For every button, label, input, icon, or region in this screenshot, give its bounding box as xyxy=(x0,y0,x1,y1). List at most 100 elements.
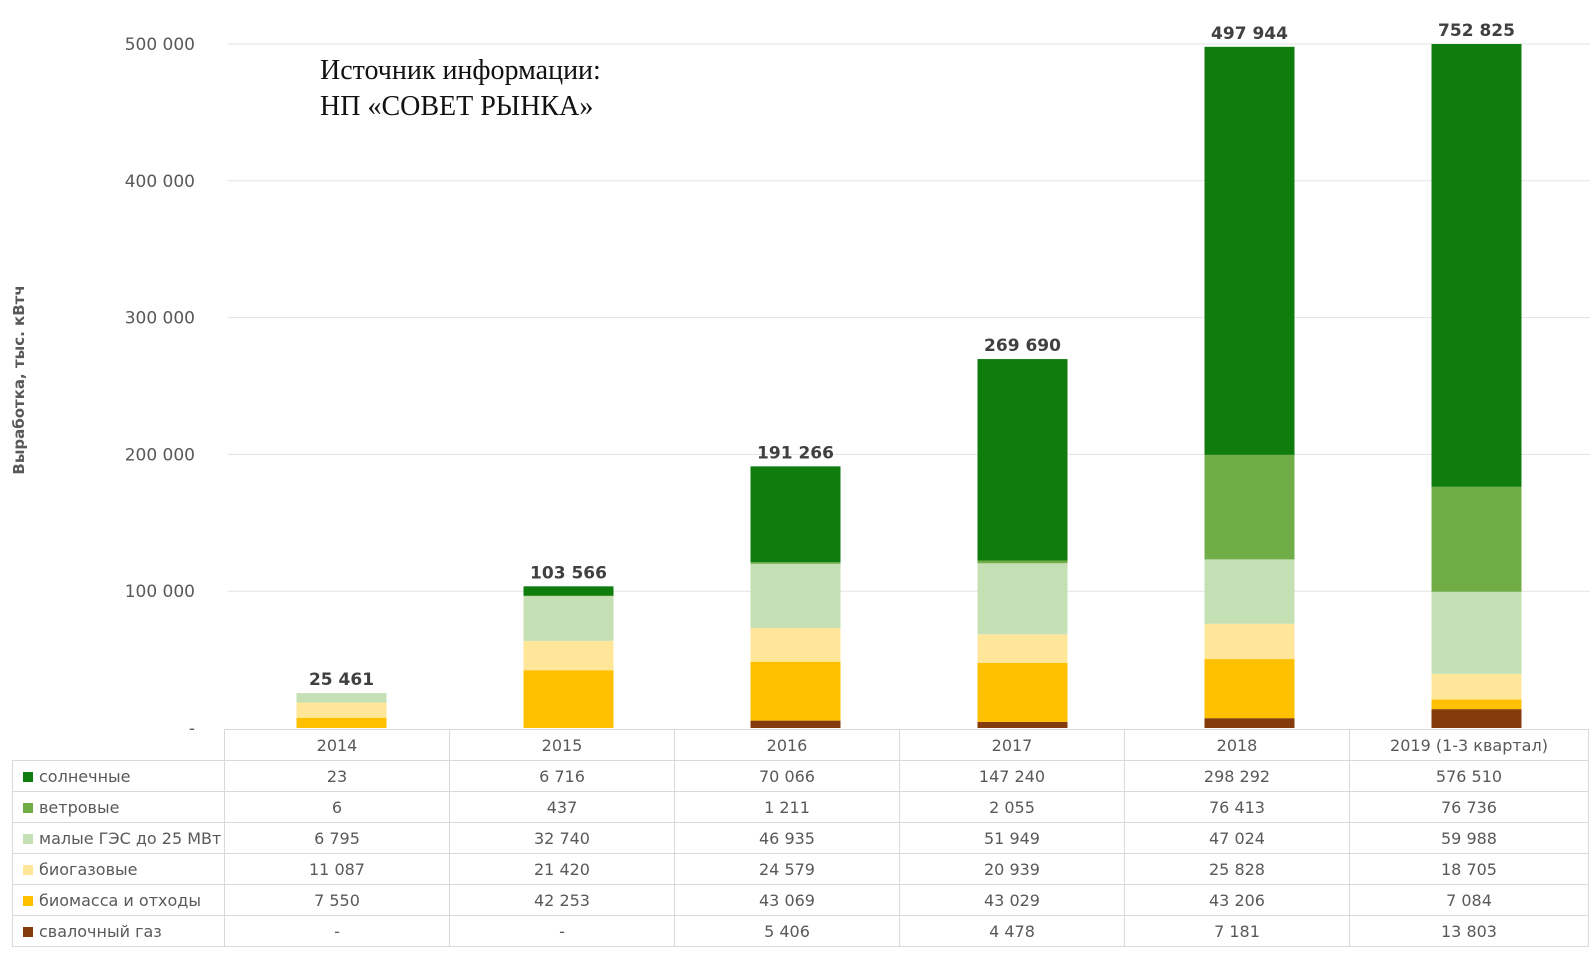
legend-entry: ветровые xyxy=(12,791,225,823)
y-axis-ticks: - 100 000 200 000 300 000 400 000 500 000 xyxy=(125,35,195,730)
table-cell: 437 xyxy=(449,791,675,823)
bar-segment xyxy=(523,586,614,596)
total-label: 752 825 xyxy=(1438,21,1515,41)
stacked-bar-chart: - 100 000 200 000 300 000 400 000 500 000 25 … xyxy=(10,21,1590,730)
table-category-header: 2018 xyxy=(1124,729,1350,761)
table-cell: 43 069 xyxy=(674,884,900,916)
series-name: солнечные xyxy=(39,766,131,786)
table-cell: 51 949 xyxy=(899,822,1125,854)
table-row: малые ГЭС до 25 МВт 6 795 32 740 46 935 51 9… xyxy=(12,822,1589,854)
y-tick-label: 200 000 xyxy=(125,445,195,465)
y-tick-label: 500 000 xyxy=(125,35,195,55)
bar-segment xyxy=(1204,659,1295,719)
bar-segment xyxy=(523,670,614,728)
table-cell: 76 736 xyxy=(1349,791,1589,823)
table-cell: 7 084 xyxy=(1349,884,1589,916)
total-labels: 25 461 103 566 191 266 269 690 497 944 752 82… xyxy=(309,21,1515,690)
y-tick-label: 400 000 xyxy=(125,172,195,192)
bar-segment xyxy=(1204,718,1295,728)
table-row: биомасса и отходы 7 550 42 253 43 069 43 029… xyxy=(12,884,1589,916)
table-cell: 147 240 xyxy=(899,760,1125,792)
table-category-header: 2015 xyxy=(449,729,675,761)
total-label: 497 944 xyxy=(1211,24,1288,44)
source-note-line1: Источник информации: xyxy=(320,55,601,86)
table-cell: 11 087 xyxy=(224,853,450,885)
y-tick-label: - xyxy=(189,719,195,730)
table-row: солнечные 23 6 716 70 066 147 240 298 292 576 … xyxy=(12,760,1589,792)
bar-segment xyxy=(1431,709,1522,728)
bar-segment xyxy=(1431,44,1522,487)
bar-segment xyxy=(296,693,387,703)
series-name: ветровые xyxy=(39,797,120,817)
legend-entry: солнечные xyxy=(12,760,225,792)
legend-swatch xyxy=(23,896,33,906)
legend-swatch xyxy=(23,834,33,844)
table-cell: 43 029 xyxy=(899,884,1125,916)
table-cell: 1 211 xyxy=(674,791,900,823)
bar-segment xyxy=(1204,623,1295,660)
series-name: биогазовые xyxy=(39,859,138,879)
bar-segment xyxy=(523,640,614,671)
table-cell: 2 055 xyxy=(899,791,1125,823)
bar-segment xyxy=(1204,46,1295,455)
table-cell: 76 413 xyxy=(1124,791,1350,823)
bar-segment xyxy=(977,663,1068,722)
table-cell: 70 066 xyxy=(674,760,900,792)
y-tick-label: 300 000 xyxy=(125,309,195,329)
bar-segment xyxy=(296,702,387,718)
legend-entry: биогазовые xyxy=(12,853,225,885)
table-cell: - xyxy=(224,915,450,947)
table-cell: 4 478 xyxy=(899,915,1125,947)
bar-segment xyxy=(750,563,841,629)
total-label: 25 461 xyxy=(309,670,374,690)
table-cell: 18 705 xyxy=(1349,853,1589,885)
table-corner-cell xyxy=(12,729,225,761)
table-category-header: 2014 xyxy=(224,729,450,761)
table-cell: 25 828 xyxy=(1124,853,1350,885)
bar-segment xyxy=(750,562,841,564)
y-axis-label: Выработка, тыс. кВтч xyxy=(10,285,28,474)
table-cell: 576 510 xyxy=(1349,760,1589,792)
table-cell: 21 420 xyxy=(449,853,675,885)
source-note-line2: НП «СОВЕТ РЫНКА» xyxy=(320,91,594,122)
table-cell: 46 935 xyxy=(674,822,900,854)
legend-entry: свалочный газ xyxy=(12,915,225,947)
bar-segment xyxy=(977,721,1068,728)
legend-swatch xyxy=(23,772,33,782)
data-table: 2014 2015 2016 2017 2018 2019 (1-3 квартал) с… xyxy=(12,729,1589,947)
bar-segment xyxy=(523,596,614,641)
table-cell: 43 206 xyxy=(1124,884,1350,916)
table-cell: 7 181 xyxy=(1124,915,1350,947)
table-cell: 47 024 xyxy=(1124,822,1350,854)
table-row: свалочный газ - -5 406 4 478 7 181 13 803 xyxy=(12,915,1589,947)
total-label: 269 690 xyxy=(984,336,1061,356)
table-row: ветровые 6 437 1 211 2 055 76 413 76 736 xyxy=(12,791,1589,823)
bar-segment xyxy=(1204,454,1295,560)
bar-segment xyxy=(750,661,841,721)
source-note: Источник информации: НП «СОВЕТ РЫНКА» xyxy=(320,53,601,125)
bar-segment xyxy=(977,634,1068,664)
table-cell: 23 xyxy=(224,760,450,792)
table-cell: 298 292 xyxy=(1124,760,1350,792)
bar-segment xyxy=(750,466,841,563)
bar-segment xyxy=(296,717,387,728)
bar-segment xyxy=(1431,673,1522,700)
bars xyxy=(296,44,1522,728)
series-name: свалочный газ xyxy=(39,921,162,941)
table-category-header: 2017 xyxy=(899,729,1125,761)
bar-segment xyxy=(977,563,1068,635)
table-category-header: 2019 (1-3 квартал) xyxy=(1349,729,1589,761)
bar-segment xyxy=(1431,699,1522,710)
table-cell: 13 803 xyxy=(1349,915,1589,947)
table-category-header: 2016 xyxy=(674,729,900,761)
table-cell: 6 716 xyxy=(449,760,675,792)
bar-segment xyxy=(1431,486,1522,592)
bar-segment xyxy=(1204,559,1295,624)
series-name: биомасса и отходы xyxy=(39,890,201,910)
total-label: 191 266 xyxy=(757,443,834,463)
bar-segment xyxy=(523,595,614,597)
legend-swatch xyxy=(23,865,33,875)
gridlines xyxy=(228,43,1590,592)
table-cell: 24 579 xyxy=(674,853,900,885)
total-label: 103 566 xyxy=(530,563,607,583)
